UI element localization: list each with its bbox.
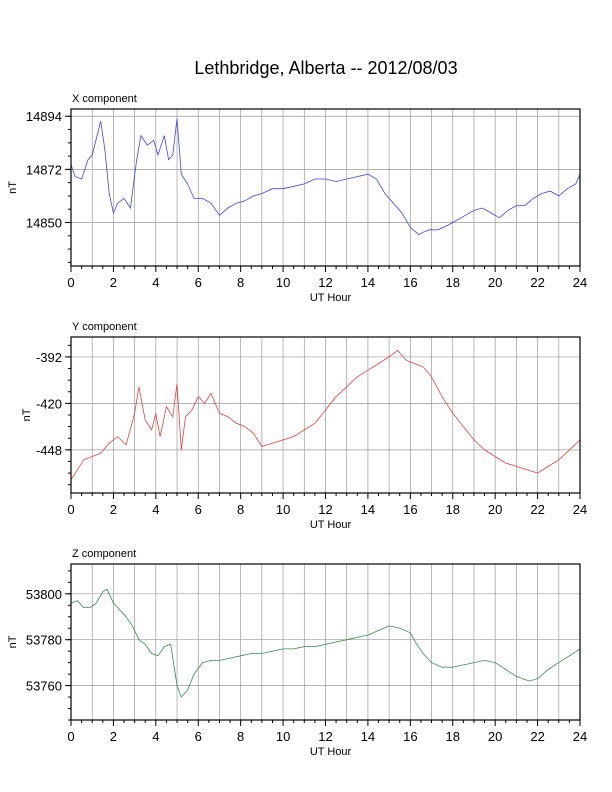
x-tick-label: 14	[361, 502, 375, 517]
x-tick-label: 10	[276, 275, 290, 290]
x-tick-label: 22	[530, 275, 544, 290]
x-tick-label: 10	[276, 502, 290, 517]
x-tick-label: 20	[488, 275, 502, 290]
panel-label: Y component	[72, 321, 137, 333]
x-tick-label: 22	[530, 729, 544, 744]
x-tick-label: 2	[110, 729, 117, 744]
x-tick-label: 20	[488, 729, 502, 744]
x-tick-label: 12	[318, 275, 332, 290]
x-tick-label: 6	[195, 502, 202, 517]
panel-label: X component	[72, 93, 137, 105]
x-axis-label: UT Hour	[310, 292, 352, 304]
y-tick-label: -420	[36, 396, 62, 411]
x-tick-label: 18	[446, 729, 460, 744]
x-tick-label: 16	[403, 729, 417, 744]
panel-label: Z component	[72, 548, 136, 560]
x-tick-label: 14	[361, 729, 375, 744]
x-tick-label: 4	[152, 275, 159, 290]
x-tick-label: 8	[237, 502, 244, 517]
y-tick-label: 53800	[26, 587, 62, 602]
y-axis-label: nT	[7, 181, 19, 194]
x-tick-label: 4	[152, 729, 159, 744]
x-tick-label: 24	[573, 275, 587, 290]
x-tick-label: 12	[318, 502, 332, 517]
y-tick-label: -392	[36, 350, 62, 365]
x-tick-label: 14	[361, 275, 375, 290]
series-line	[70, 349, 581, 480]
x-tick-label: 20	[488, 502, 502, 517]
x-tick-label: 12	[318, 729, 332, 744]
y-tick-label: 14850	[26, 216, 62, 231]
y-tick-label: -448	[36, 443, 62, 458]
x-tick-label: 6	[195, 729, 202, 744]
x-tick-label: 24	[573, 729, 587, 744]
x-tick-label: 8	[237, 275, 244, 290]
x-tick-label: 4	[152, 502, 159, 517]
y-tick-label: 14894	[26, 109, 62, 124]
x-tick-label: 2	[110, 275, 117, 290]
y-axis-label: nT	[21, 408, 33, 421]
x-tick-label: 0	[67, 502, 74, 517]
y-tick-label: 53760	[26, 679, 62, 694]
x-tick-label: 0	[67, 729, 74, 744]
series-line	[70, 588, 581, 698]
y-axis-label: nT	[7, 635, 19, 648]
chart-title: Lethbridge, Alberta -- 2012/08/03	[194, 58, 458, 78]
x-tick-label: 8	[237, 729, 244, 744]
x-tick-label: 16	[403, 502, 417, 517]
x-tick-label: 18	[446, 502, 460, 517]
x-tick-label: 0	[67, 275, 74, 290]
x-tick-label: 22	[530, 502, 544, 517]
x-tick-label: 6	[195, 275, 202, 290]
x-tick-label: 24	[573, 502, 587, 517]
x-axis-label: UT Hour	[310, 519, 352, 531]
y-tick-label: 14872	[26, 162, 62, 177]
x-tick-label: 16	[403, 275, 417, 290]
y-tick-label: 53780	[26, 633, 62, 648]
series-line	[70, 118, 581, 236]
x-axis-label: UT Hour	[310, 746, 352, 758]
x-tick-label: 10	[276, 729, 290, 744]
x-tick-label: 2	[110, 502, 117, 517]
x-tick-label: 18	[446, 275, 460, 290]
